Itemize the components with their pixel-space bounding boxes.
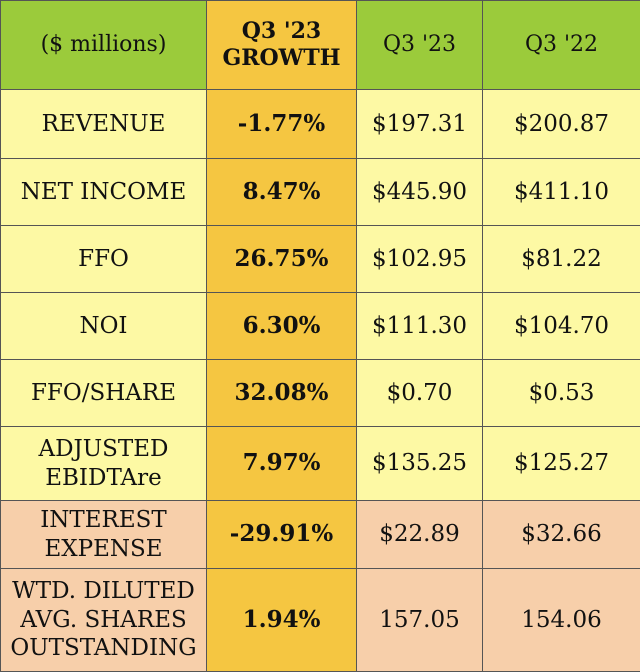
current-cell: $135.25 [357, 427, 483, 501]
row-label-line: NOI [79, 313, 127, 339]
row-label-line: INTEREST [40, 507, 167, 533]
header-growth: Q3 '23 GROWTH [207, 1, 357, 90]
table-row: NET INCOME 8.47% $445.90 $411.10 [1, 159, 640, 226]
prior-cell: $81.22 [483, 226, 640, 293]
row-label-line: REVENUE [42, 111, 166, 137]
prior-cell: $200.87 [483, 90, 640, 159]
growth-cell: 8.47% [207, 159, 357, 226]
row-label-line: FFO [78, 246, 129, 272]
row-label: FFO [1, 226, 207, 293]
table-row: WTD. DILUTED AVG. SHARES OUTSTANDING 1.9… [1, 569, 640, 672]
row-label: ADJUSTED EBIDTAre [1, 427, 207, 501]
row-label: FFO/SHARE [1, 360, 207, 427]
table-row: REVENUE -1.77% $197.31 $200.87 [1, 90, 640, 159]
row-label-line: OUTSTANDING [10, 635, 196, 661]
row-label-line: AVG. SHARES [20, 607, 187, 633]
header-row: ($ millions) Q3 '23 GROWTH Q3 '23 Q3 '22 [1, 1, 640, 90]
growth-cell: -1.77% [207, 90, 357, 159]
growth-cell: 32.08% [207, 360, 357, 427]
row-label-line: FFO/SHARE [31, 380, 176, 406]
current-cell: $445.90 [357, 159, 483, 226]
prior-cell: $0.53 [483, 360, 640, 427]
current-cell: $0.70 [357, 360, 483, 427]
current-cell: $22.89 [357, 501, 483, 569]
table-row: NOI 6.30% $111.30 $104.70 [1, 293, 640, 360]
current-cell: 157.05 [357, 569, 483, 672]
current-cell: $102.95 [357, 226, 483, 293]
row-label: REVENUE [1, 90, 207, 159]
growth-cell: 7.97% [207, 427, 357, 501]
current-cell: $111.30 [357, 293, 483, 360]
growth-cell: 1.94% [207, 569, 357, 672]
row-label-line: NET INCOME [21, 179, 187, 205]
prior-cell: $125.27 [483, 427, 640, 501]
prior-cell: $411.10 [483, 159, 640, 226]
growth-cell: 26.75% [207, 226, 357, 293]
prior-cell: $104.70 [483, 293, 640, 360]
row-label-line: ADJUSTED [39, 436, 169, 462]
table-row: ADJUSTED EBIDTAre 7.97% $135.25 $125.27 [1, 427, 640, 501]
table-row: FFO/SHARE 32.08% $0.70 $0.53 [1, 360, 640, 427]
prior-cell: 154.06 [483, 569, 640, 672]
header-current: Q3 '23 [357, 1, 483, 90]
prior-cell: $32.66 [483, 501, 640, 569]
growth-cell: 6.30% [207, 293, 357, 360]
row-label: WTD. DILUTED AVG. SHARES OUTSTANDING [1, 569, 207, 672]
row-label-line: WTD. DILUTED [12, 578, 195, 604]
header-growth-line2: GROWTH [222, 45, 340, 71]
table-row: INTEREST EXPENSE -29.91% $22.89 $32.66 [1, 501, 640, 569]
growth-cell: -29.91% [207, 501, 357, 569]
row-label-line: EBIDTAre [45, 465, 162, 491]
current-cell: $197.31 [357, 90, 483, 159]
header-metric: ($ millions) [1, 1, 207, 90]
header-prior: Q3 '22 [483, 1, 640, 90]
header-growth-line1: Q3 '23 [242, 18, 321, 44]
row-label-line: EXPENSE [44, 536, 162, 562]
table-row: FFO 26.75% $102.95 $81.22 [1, 226, 640, 293]
row-label: NOI [1, 293, 207, 360]
row-label: NET INCOME [1, 159, 207, 226]
row-label: INTEREST EXPENSE [1, 501, 207, 569]
